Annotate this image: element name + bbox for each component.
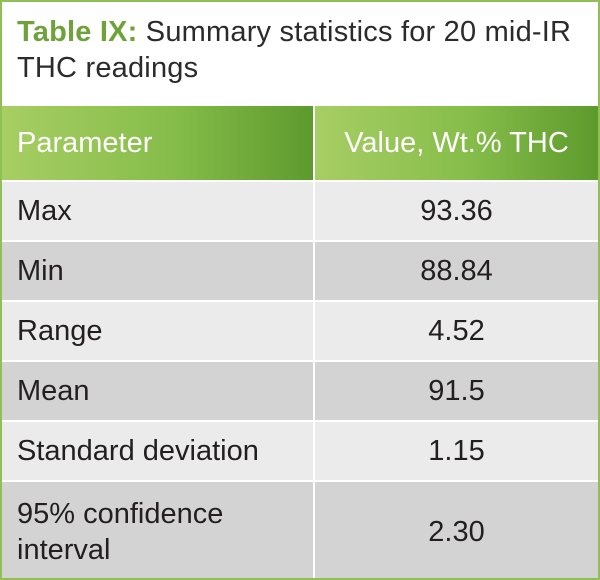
header-parameter: Parameter (2, 106, 314, 181)
row-value: 2.30 (313, 480, 598, 578)
row-parameter: 95% confidence interval (2, 480, 314, 578)
caption-text: Summary statistics for 20 mid-IR THC rea… (17, 16, 572, 84)
table-row: Min 88.84 (2, 240, 598, 301)
row-parameter: Min (2, 240, 314, 301)
summary-statistics-table: Parameter Value, Wt.% THC Max 93.36 Min … (2, 106, 598, 578)
table-caption: Table IX: Summary statistics for 20 mid-… (17, 14, 587, 86)
table-row: 95% confidence interval 2.30 (2, 480, 598, 578)
table-row: Standard deviation 1.15 (2, 420, 598, 481)
row-value: 4.52 (313, 300, 598, 361)
row-parameter: Mean (2, 360, 314, 421)
row-value: 93.36 (313, 180, 598, 241)
row-parameter: Range (2, 300, 314, 361)
table-row: Range 4.52 (2, 300, 598, 361)
caption-label: Table IX: (17, 16, 138, 48)
row-parameter: Max (2, 180, 314, 241)
header-value: Value, Wt.% THC (313, 106, 598, 181)
table-row: Max 93.36 (2, 180, 598, 241)
row-parameter: Standard deviation (2, 420, 314, 481)
table-header-row: Parameter Value, Wt.% THC (2, 106, 598, 181)
row-value: 88.84 (313, 240, 598, 301)
row-value: 1.15 (313, 420, 598, 481)
table-row: Mean 91.5 (2, 360, 598, 421)
row-value: 91.5 (313, 360, 598, 421)
